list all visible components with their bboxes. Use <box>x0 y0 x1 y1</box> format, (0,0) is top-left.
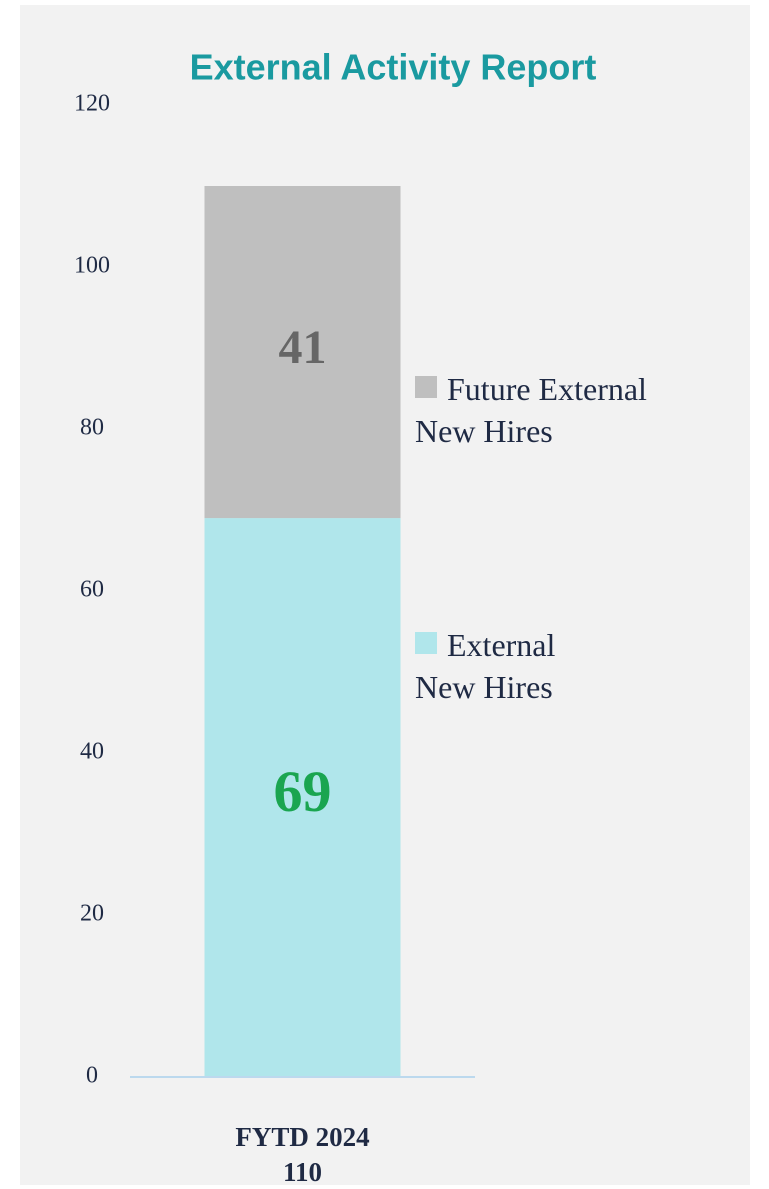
y-tick-label: 100 <box>74 253 110 279</box>
legend-item: External New Hires <box>415 624 605 708</box>
y-tick-label: 0 <box>86 1063 98 1089</box>
y-tick-label: 40 <box>80 739 104 765</box>
y-tick-label: 60 <box>80 577 104 603</box>
data-label: 41 <box>279 321 327 374</box>
legend-swatch <box>415 376 437 398</box>
legend-label: Future External New Hires <box>415 371 647 449</box>
y-tick-label: 120 <box>74 91 110 117</box>
legend-swatch <box>415 632 437 654</box>
data-label: 69 <box>274 759 332 824</box>
y-tick-label: 80 <box>80 415 104 441</box>
legend-label: External New Hires <box>415 627 556 705</box>
total-label: 110 <box>283 1157 322 1187</box>
bar-segment <box>204 186 401 519</box>
y-tick-label: 20 <box>80 901 104 927</box>
chart-title: External Activity Report <box>190 47 597 88</box>
bar-segment <box>204 518 401 1077</box>
x-tick-label: FYTD 2024 <box>235 1122 369 1152</box>
legend-item: Future External New Hires <box>415 368 705 452</box>
